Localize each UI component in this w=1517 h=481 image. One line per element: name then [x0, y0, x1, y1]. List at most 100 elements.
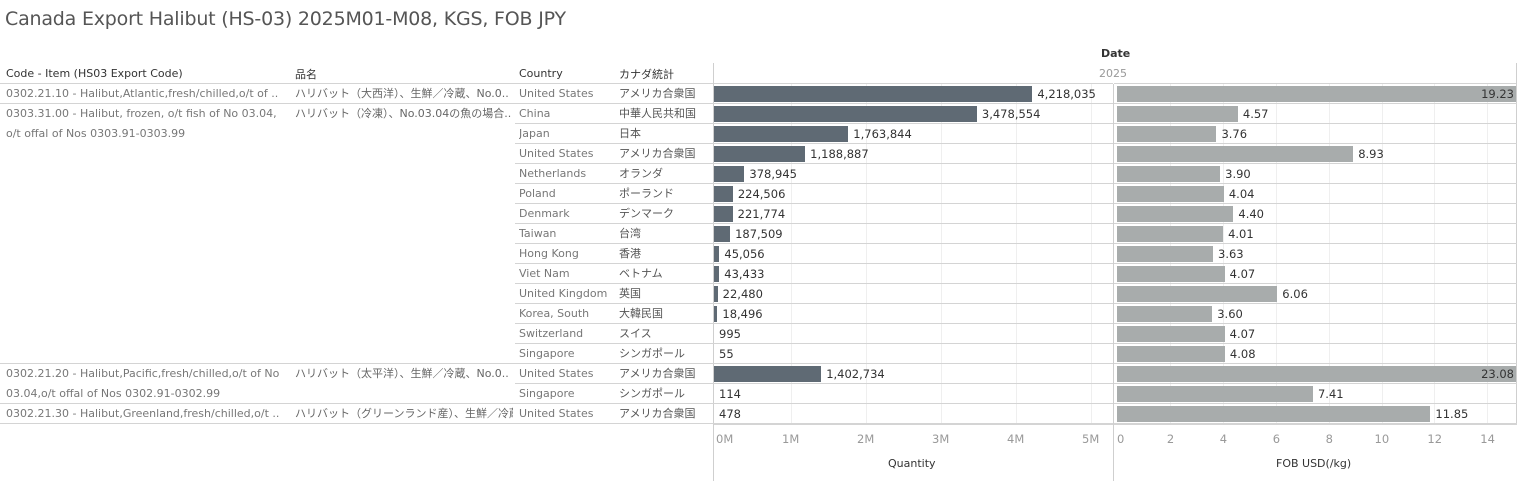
fob-axis-line: [1114, 424, 1517, 425]
fob-panel-left-border: [1113, 84, 1114, 481]
quantity-tick-label: 3M: [932, 432, 950, 446]
quantity-bar[interactable]: [714, 186, 733, 202]
row-divider-fob: [1114, 183, 1517, 184]
item-code-cell: 0303.31.00 - Halibut, frozen, o/t fish o…: [6, 107, 277, 140]
quantity-axis-line: [714, 424, 1113, 425]
fob-gridline: [1328, 84, 1330, 424]
fob-bar[interactable]: [1117, 386, 1313, 402]
country-cell: Switzerland: [519, 327, 584, 340]
fob-value-label: 8.93: [1358, 147, 1384, 161]
row-divider-fob: [1114, 363, 1517, 364]
quantity-value-label: 1,763,844: [853, 127, 912, 141]
row-divider-fob: [1114, 263, 1517, 264]
fob-bar[interactable]: [1117, 326, 1225, 342]
country-jp-cell: スイス: [619, 327, 652, 340]
fob-bar[interactable]: [1117, 166, 1221, 182]
fob-value-label: 4.01: [1228, 227, 1254, 241]
row-divider: [515, 423, 1113, 424]
quantity-value-label: 4,218,035: [1037, 87, 1096, 101]
fob-bar[interactable]: [1117, 146, 1354, 162]
quantity-value-label: 55: [719, 347, 734, 361]
quantity-bar[interactable]: [714, 306, 718, 322]
fob-value-label: 19.23: [1481, 87, 1514, 101]
fob-bar[interactable]: [1117, 306, 1213, 322]
row-divider-fob: [1114, 283, 1517, 284]
quantity-bar[interactable]: [714, 226, 731, 242]
row-divider-fob: [1114, 143, 1517, 144]
header-canada-stat: カナダ統計: [619, 68, 674, 81]
row-divider: [515, 143, 1113, 144]
country-cell: United States: [519, 147, 594, 160]
country-jp-cell: シンガポール: [619, 387, 685, 400]
quantity-panel-left-border: [713, 63, 714, 481]
quantity-tick-label: 2M: [857, 432, 875, 446]
fob-axis-title: FOB USD(/kg): [1276, 457, 1352, 470]
fob-bar[interactable]: [1117, 86, 1516, 102]
country-cell: United States: [519, 87, 594, 100]
fob-tick-label: 6: [1272, 432, 1281, 446]
item-code-cell: 0302.21.30 - Halibut,Greenland,fresh/chi…: [6, 407, 280, 420]
quantity-value-label: 43,433: [724, 267, 765, 281]
row-divider: [515, 383, 1113, 384]
row-divider: [515, 163, 1113, 164]
fob-tick-label: 14: [1480, 432, 1495, 446]
row-divider-fob: [1114, 303, 1517, 304]
row-divider-fob: [1114, 123, 1517, 124]
country-jp-cell: アメリカ合衆国: [619, 87, 696, 100]
country-jp-cell: アメリカ合衆国: [619, 407, 696, 420]
fob-bar[interactable]: [1117, 186, 1224, 202]
header-divider-fob: [1114, 83, 1517, 84]
country-cell: Japan: [519, 127, 550, 140]
quantity-bar[interactable]: [714, 366, 822, 382]
country-cell: Poland: [519, 187, 556, 200]
country-cell: Singapore: [519, 387, 575, 400]
fob-tick-label: 12: [1427, 432, 1443, 446]
country-cell: Netherlands: [519, 167, 587, 180]
fob-bar[interactable]: [1117, 206, 1234, 222]
row-divider: [515, 283, 1113, 284]
fob-value-label: 3.63: [1218, 247, 1244, 261]
row-divider: [515, 403, 1113, 404]
fob-bar[interactable]: [1117, 406, 1431, 422]
row-divider-fob: [1114, 403, 1517, 404]
fob-bar[interactable]: [1117, 226, 1224, 242]
chart-title: Canada Export Halibut (HS-03) 2025M01-M0…: [5, 8, 566, 30]
quantity-bar[interactable]: [714, 166, 745, 182]
quantity-gridline: [1091, 84, 1092, 424]
quantity-bar[interactable]: [714, 126, 849, 142]
quantity-gridline: [1016, 84, 1017, 424]
row-divider-fob: [1114, 223, 1517, 224]
quantity-bar[interactable]: [714, 266, 720, 282]
row-divider: [515, 263, 1113, 264]
quantity-axis-title: Quantity: [888, 457, 936, 470]
country-cell: Denmark: [519, 207, 570, 220]
fob-bar[interactable]: [1117, 266, 1225, 282]
fob-bar[interactable]: [1117, 286, 1278, 302]
quantity-bar[interactable]: [714, 246, 720, 262]
fob-value-label: 4.04: [1228, 187, 1255, 201]
quantity-value-label: 1,188,887: [810, 147, 869, 161]
row-divider: [515, 343, 1113, 344]
fob-bar[interactable]: [1117, 366, 1516, 382]
fob-bar[interactable]: [1117, 106, 1238, 122]
quantity-bar[interactable]: [714, 86, 1033, 102]
country-jp-cell: 台湾: [619, 227, 641, 240]
header-country: Country: [519, 67, 563, 80]
quantity-bar[interactable]: [714, 106, 977, 122]
fob-value-label: 4.57: [1242, 107, 1269, 121]
quantity-value-label: 3,478,554: [981, 107, 1041, 121]
country-jp-cell: アメリカ合衆国: [619, 147, 696, 160]
fob-value-label: 3.60: [1217, 307, 1243, 321]
country-jp-cell: ポーランド: [619, 187, 674, 200]
quantity-bar[interactable]: [714, 206, 733, 222]
item-jp-name-cell: ハリバット（太平洋）、生鮮／冷蔵、No.0..: [295, 367, 509, 380]
quantity-value-label: 187,509: [735, 227, 783, 241]
fob-bar[interactable]: [1117, 126, 1217, 142]
fob-bar[interactable]: [1117, 246, 1213, 262]
fob-bar[interactable]: [1117, 346, 1225, 362]
row-divider-fob: [1114, 423, 1517, 424]
quantity-bar[interactable]: [714, 146, 806, 162]
quantity-value-label: 221,774: [737, 207, 786, 221]
quantity-value-label: 22,480: [722, 287, 763, 301]
quantity-bar[interactable]: [714, 286, 718, 302]
